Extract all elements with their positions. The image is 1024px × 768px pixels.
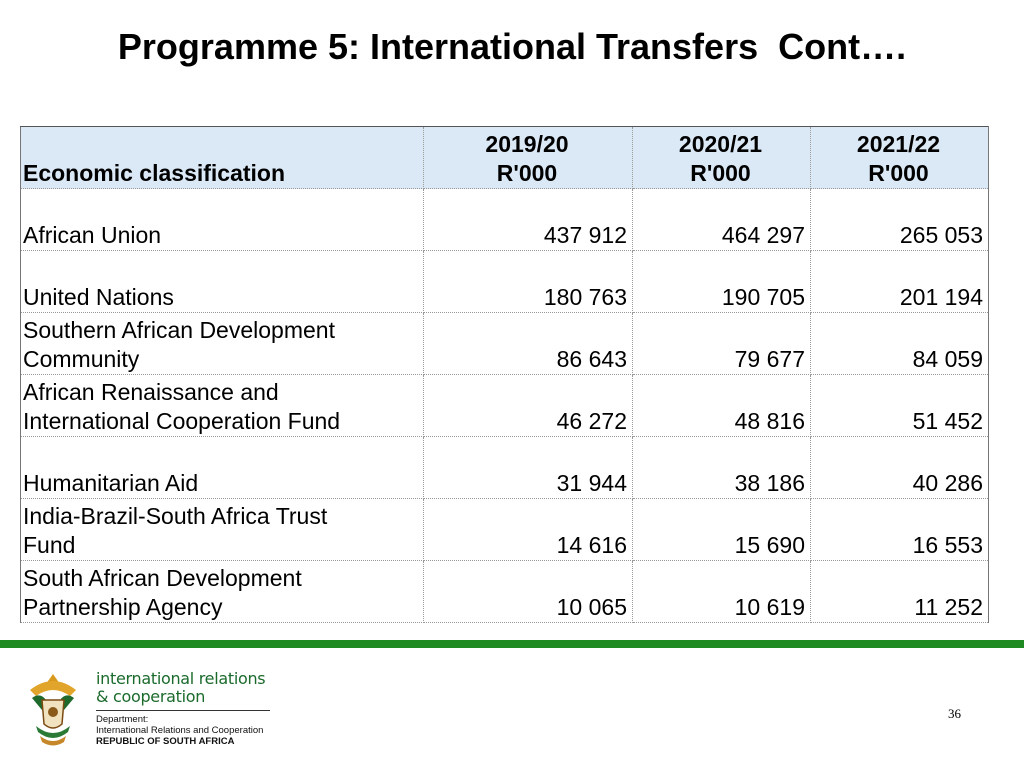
- slide-title: Programme 5: International Transfers Con…: [117, 26, 907, 67]
- header-year: 2020/21: [678, 131, 763, 157]
- dept-line-1: Department:: [96, 714, 149, 725]
- row-label: Southern African Development Community: [20, 312, 424, 375]
- value-2019-20: 14 616: [423, 498, 633, 561]
- row-label-line: [23, 440, 419, 469]
- table-row: African Union 437 912 464 297 265 053: [20, 188, 989, 251]
- header-col-2021-22: 2021/22 R'000: [810, 126, 989, 189]
- row-label-line: Humanitarian Aid: [23, 470, 199, 496]
- value-2019-20: 10 065: [423, 560, 633, 623]
- brand-line-1: international relations: [96, 669, 266, 688]
- row-label: African Union: [20, 188, 424, 251]
- row-label-line: Community: [23, 346, 140, 372]
- value-2020-21: 48 816: [632, 374, 811, 437]
- row-label: India-Brazil-South Africa Trust Fund: [20, 498, 424, 561]
- value-2021-22: 11 252: [810, 560, 989, 623]
- table-row: African Renaissance and International Coo…: [20, 374, 989, 437]
- value-2021-22: 201 194: [810, 250, 989, 313]
- table-row: India-Brazil-South Africa Trust Fund 14 6…: [20, 498, 989, 561]
- table-header-row: Economic classification 2019/20 R'000 20…: [20, 126, 989, 189]
- brand-divider: [96, 710, 270, 711]
- header-col-2020-21: 2020/21 R'000: [632, 126, 811, 189]
- page-number: 36: [948, 706, 961, 721]
- value-2020-21: 79 677: [632, 312, 811, 375]
- row-label-line: International Cooperation Fund: [23, 408, 341, 434]
- table-row: United Nations 180 763 190 705 201 194: [20, 250, 989, 313]
- header-year: 2019/20: [485, 131, 569, 157]
- row-label: South African Development Partnership Age…: [20, 560, 424, 623]
- table-row: South African Development Partnership Age…: [20, 560, 989, 623]
- value-2021-22: 84 059: [810, 312, 989, 375]
- value-2019-20: 86 643: [423, 312, 633, 375]
- row-label-line: India-Brazil-South Africa Trust: [23, 503, 328, 529]
- row-label: African Renaissance and International Coo…: [20, 374, 424, 437]
- table-row: Humanitarian Aid 31 944 38 186 40 286: [20, 436, 989, 499]
- header-col-2019-20: 2019/20 R'000: [423, 126, 633, 189]
- header-unit: R'000: [496, 160, 558, 186]
- dept-line-3: REPUBLIC OF SOUTH AFRICA: [96, 736, 235, 747]
- header-unit: R'000: [868, 160, 929, 186]
- dept-line-2: International Relations and Cooperation: [96, 725, 264, 736]
- logo-text-block: international relations & cooperation De…: [96, 670, 296, 747]
- row-label-line: [23, 254, 419, 283]
- value-2019-20: 31 944: [423, 436, 633, 499]
- table-row: Southern African Development Community 86…: [20, 312, 989, 375]
- header-unit: R'000: [690, 160, 751, 186]
- row-label-line: South African Development: [23, 565, 302, 591]
- header-year: 2021/22: [856, 131, 941, 157]
- value-2020-21: 15 690: [632, 498, 811, 561]
- value-2021-22: 265 053: [810, 188, 989, 251]
- row-label-line: Partnership Agency: [23, 594, 223, 620]
- value-2020-21: 38 186: [632, 436, 811, 499]
- row-label-line: African Renaissance and: [23, 379, 279, 405]
- transfers-table: Economic classification 2019/20 R'000 20…: [20, 126, 989, 623]
- value-2021-22: 40 286: [810, 436, 989, 499]
- footer-accent-bar: [0, 640, 1024, 648]
- row-label-line: [23, 192, 419, 221]
- value-2021-22: 51 452: [810, 374, 989, 437]
- value-2019-20: 46 272: [423, 374, 633, 437]
- value-2019-20: 437 912: [423, 188, 633, 251]
- value-2020-21: 10 619: [632, 560, 811, 623]
- coat-of-arms-icon: [30, 674, 76, 746]
- row-label-line: African Union: [23, 222, 162, 248]
- value-2020-21: 190 705: [632, 250, 811, 313]
- dirco-logo: international relations & cooperation De…: [22, 670, 272, 750]
- value-2021-22: 16 553: [810, 498, 989, 561]
- row-label-line: Fund: [23, 532, 76, 558]
- value-2019-20: 180 763: [423, 250, 633, 313]
- row-label-line: United Nations: [23, 284, 174, 310]
- brand-line-2: & cooperation: [96, 687, 206, 706]
- row-label: Humanitarian Aid: [20, 436, 424, 499]
- value-2020-21: 464 297: [632, 188, 811, 251]
- header-economic-classification: Economic classification: [20, 126, 424, 189]
- row-label-line: Southern African Development: [23, 317, 335, 343]
- row-label: United Nations: [20, 250, 424, 313]
